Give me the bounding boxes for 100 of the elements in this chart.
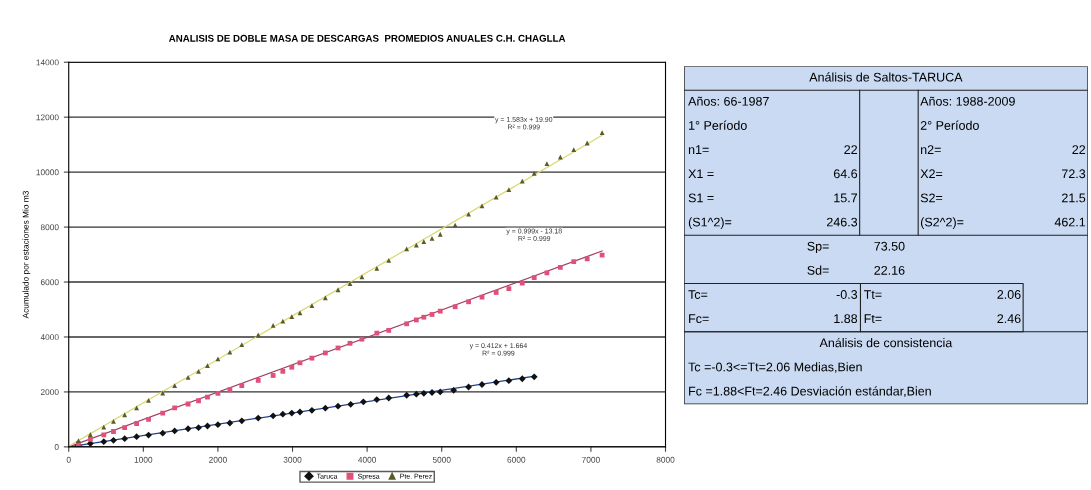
point — [599, 252, 605, 258]
point — [184, 425, 192, 433]
point — [531, 170, 537, 176]
point — [111, 429, 116, 434]
point — [308, 406, 316, 414]
point — [87, 432, 93, 437]
text: Años: 1988-2009 — [920, 96, 1015, 106]
y-tick-label: 2000 — [40, 389, 59, 396]
y-tick-label: 0 — [54, 444, 59, 450]
x-tick-label: 3000 — [283, 456, 302, 463]
y-tick-label: 10000 — [36, 169, 59, 176]
point — [437, 308, 443, 314]
text: 2° Período — [920, 120, 979, 130]
text: 22 — [1072, 145, 1086, 154]
point — [519, 280, 525, 286]
point — [238, 417, 246, 425]
y-tick-label: 4000 — [40, 334, 59, 341]
point — [227, 387, 233, 393]
text: X1 = — [688, 169, 714, 179]
text: 73.50 — [874, 241, 905, 251]
point — [385, 394, 393, 402]
point — [359, 336, 365, 342]
point — [288, 409, 296, 417]
text: 15.7 — [834, 193, 858, 203]
text: 1.88 — [834, 314, 858, 324]
point — [205, 363, 210, 368]
point — [466, 211, 471, 217]
point — [146, 417, 151, 422]
text: Ft= — [864, 314, 882, 324]
x-tick-label: 0 — [66, 456, 71, 463]
text: 2.06 — [997, 290, 1021, 299]
point — [429, 235, 435, 241]
point — [437, 231, 443, 237]
text: Fc= — [689, 314, 709, 324]
point — [297, 310, 303, 316]
x-tick-label: 5000 — [432, 456, 451, 463]
text: 21.5 — [1062, 193, 1086, 203]
y-tick-label: 8000 — [40, 224, 59, 231]
point — [134, 421, 140, 426]
point — [530, 373, 538, 381]
point — [101, 432, 107, 438]
point — [420, 389, 428, 397]
point — [159, 429, 167, 437]
point — [373, 396, 381, 404]
text: X2= — [920, 169, 943, 179]
point — [335, 287, 341, 293]
point — [452, 304, 458, 310]
chart-title: ANALISIS DE DOBLE MASA DE DESCARGAS PROMEDIOS ANUALES C.H. CHAGLLA — [168, 34, 566, 42]
x-tick-label: 2000 — [209, 456, 227, 463]
point — [412, 390, 420, 398]
text: n1= — [688, 145, 709, 154]
x-tick-label: 8000 — [656, 456, 675, 463]
text: 72.3 — [1062, 169, 1086, 179]
text: (S1^2)= — [688, 217, 732, 229]
text: 246.3 — [826, 217, 858, 227]
point — [436, 388, 444, 396]
point — [289, 364, 295, 370]
point — [214, 421, 222, 429]
point — [557, 265, 563, 270]
point — [122, 425, 128, 431]
point — [386, 327, 392, 333]
point — [185, 374, 191, 380]
text: (S2^2)= — [920, 217, 964, 229]
text: 22 — [844, 145, 858, 154]
point — [374, 265, 380, 271]
point — [269, 412, 277, 420]
text: Tc= — [688, 290, 708, 299]
point — [571, 259, 577, 265]
text: Sp= — [807, 241, 829, 254]
y-tick-label: 14000 — [36, 59, 59, 66]
point — [493, 290, 499, 295]
point — [347, 400, 355, 408]
point — [492, 378, 500, 386]
point — [450, 386, 458, 394]
point — [296, 408, 304, 416]
point — [413, 242, 419, 248]
x-tick-label: 1000 — [134, 456, 153, 463]
point — [404, 321, 410, 327]
point — [374, 330, 380, 336]
text: 2.46 — [997, 314, 1021, 324]
text: 462.1 — [1054, 217, 1086, 227]
point — [205, 394, 210, 400]
point — [239, 383, 245, 389]
text: Tt= — [863, 290, 882, 299]
point — [146, 398, 151, 403]
text: Tc =-0.3<=Tt=2.06 Medias,Bien — [688, 362, 862, 373]
point — [403, 391, 411, 399]
text: S1 = — [688, 193, 714, 203]
text: 64.6 — [833, 169, 858, 179]
point — [133, 433, 141, 441]
point — [334, 402, 342, 410]
point — [519, 178, 525, 184]
point — [518, 375, 526, 383]
x-tick-label: 4000 — [358, 456, 377, 463]
x-tick-label: 7000 — [582, 456, 600, 463]
point — [101, 424, 107, 430]
point — [321, 404, 329, 412]
text: n2= — [921, 145, 941, 154]
point — [421, 314, 427, 320]
point — [531, 275, 537, 281]
